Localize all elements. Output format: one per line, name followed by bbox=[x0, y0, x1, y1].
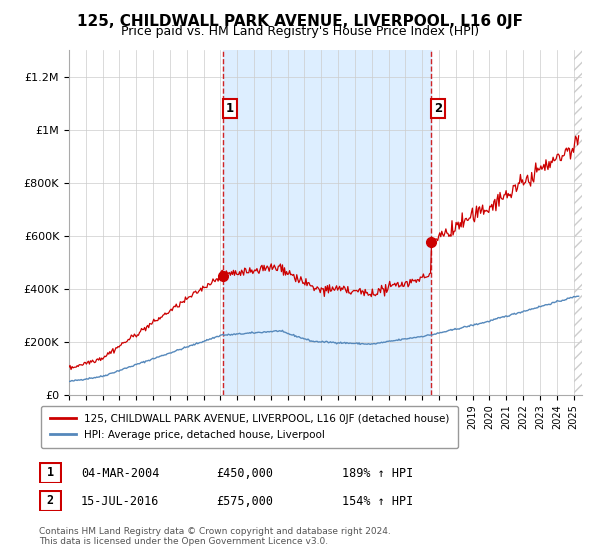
Bar bbox=[223, 50, 431, 395]
Text: 189% ↑ HPI: 189% ↑ HPI bbox=[342, 466, 413, 480]
Text: £450,000: £450,000 bbox=[216, 466, 273, 480]
FancyBboxPatch shape bbox=[40, 491, 61, 511]
Text: 15-JUL-2016: 15-JUL-2016 bbox=[81, 494, 160, 508]
Text: Price paid vs. HM Land Registry's House Price Index (HPI): Price paid vs. HM Land Registry's House … bbox=[121, 25, 479, 38]
Text: Contains HM Land Registry data © Crown copyright and database right 2024.
This d: Contains HM Land Registry data © Crown c… bbox=[39, 526, 391, 546]
Bar bbox=[574, 50, 582, 395]
Text: 2: 2 bbox=[47, 494, 54, 507]
Text: 125, CHILDWALL PARK AVENUE, LIVERPOOL, L16 0JF: 125, CHILDWALL PARK AVENUE, LIVERPOOL, L… bbox=[77, 14, 523, 29]
Bar bbox=[574, 50, 582, 395]
Text: 04-MAR-2004: 04-MAR-2004 bbox=[81, 466, 160, 480]
Text: 1: 1 bbox=[226, 102, 234, 115]
Text: £575,000: £575,000 bbox=[216, 494, 273, 508]
Text: 1: 1 bbox=[47, 466, 54, 479]
FancyBboxPatch shape bbox=[40, 463, 61, 483]
Legend: 125, CHILDWALL PARK AVENUE, LIVERPOOL, L16 0JF (detached house), HPI: Average pr: 125, CHILDWALL PARK AVENUE, LIVERPOOL, L… bbox=[41, 405, 458, 449]
Text: 2: 2 bbox=[434, 102, 442, 115]
Text: 154% ↑ HPI: 154% ↑ HPI bbox=[342, 494, 413, 508]
